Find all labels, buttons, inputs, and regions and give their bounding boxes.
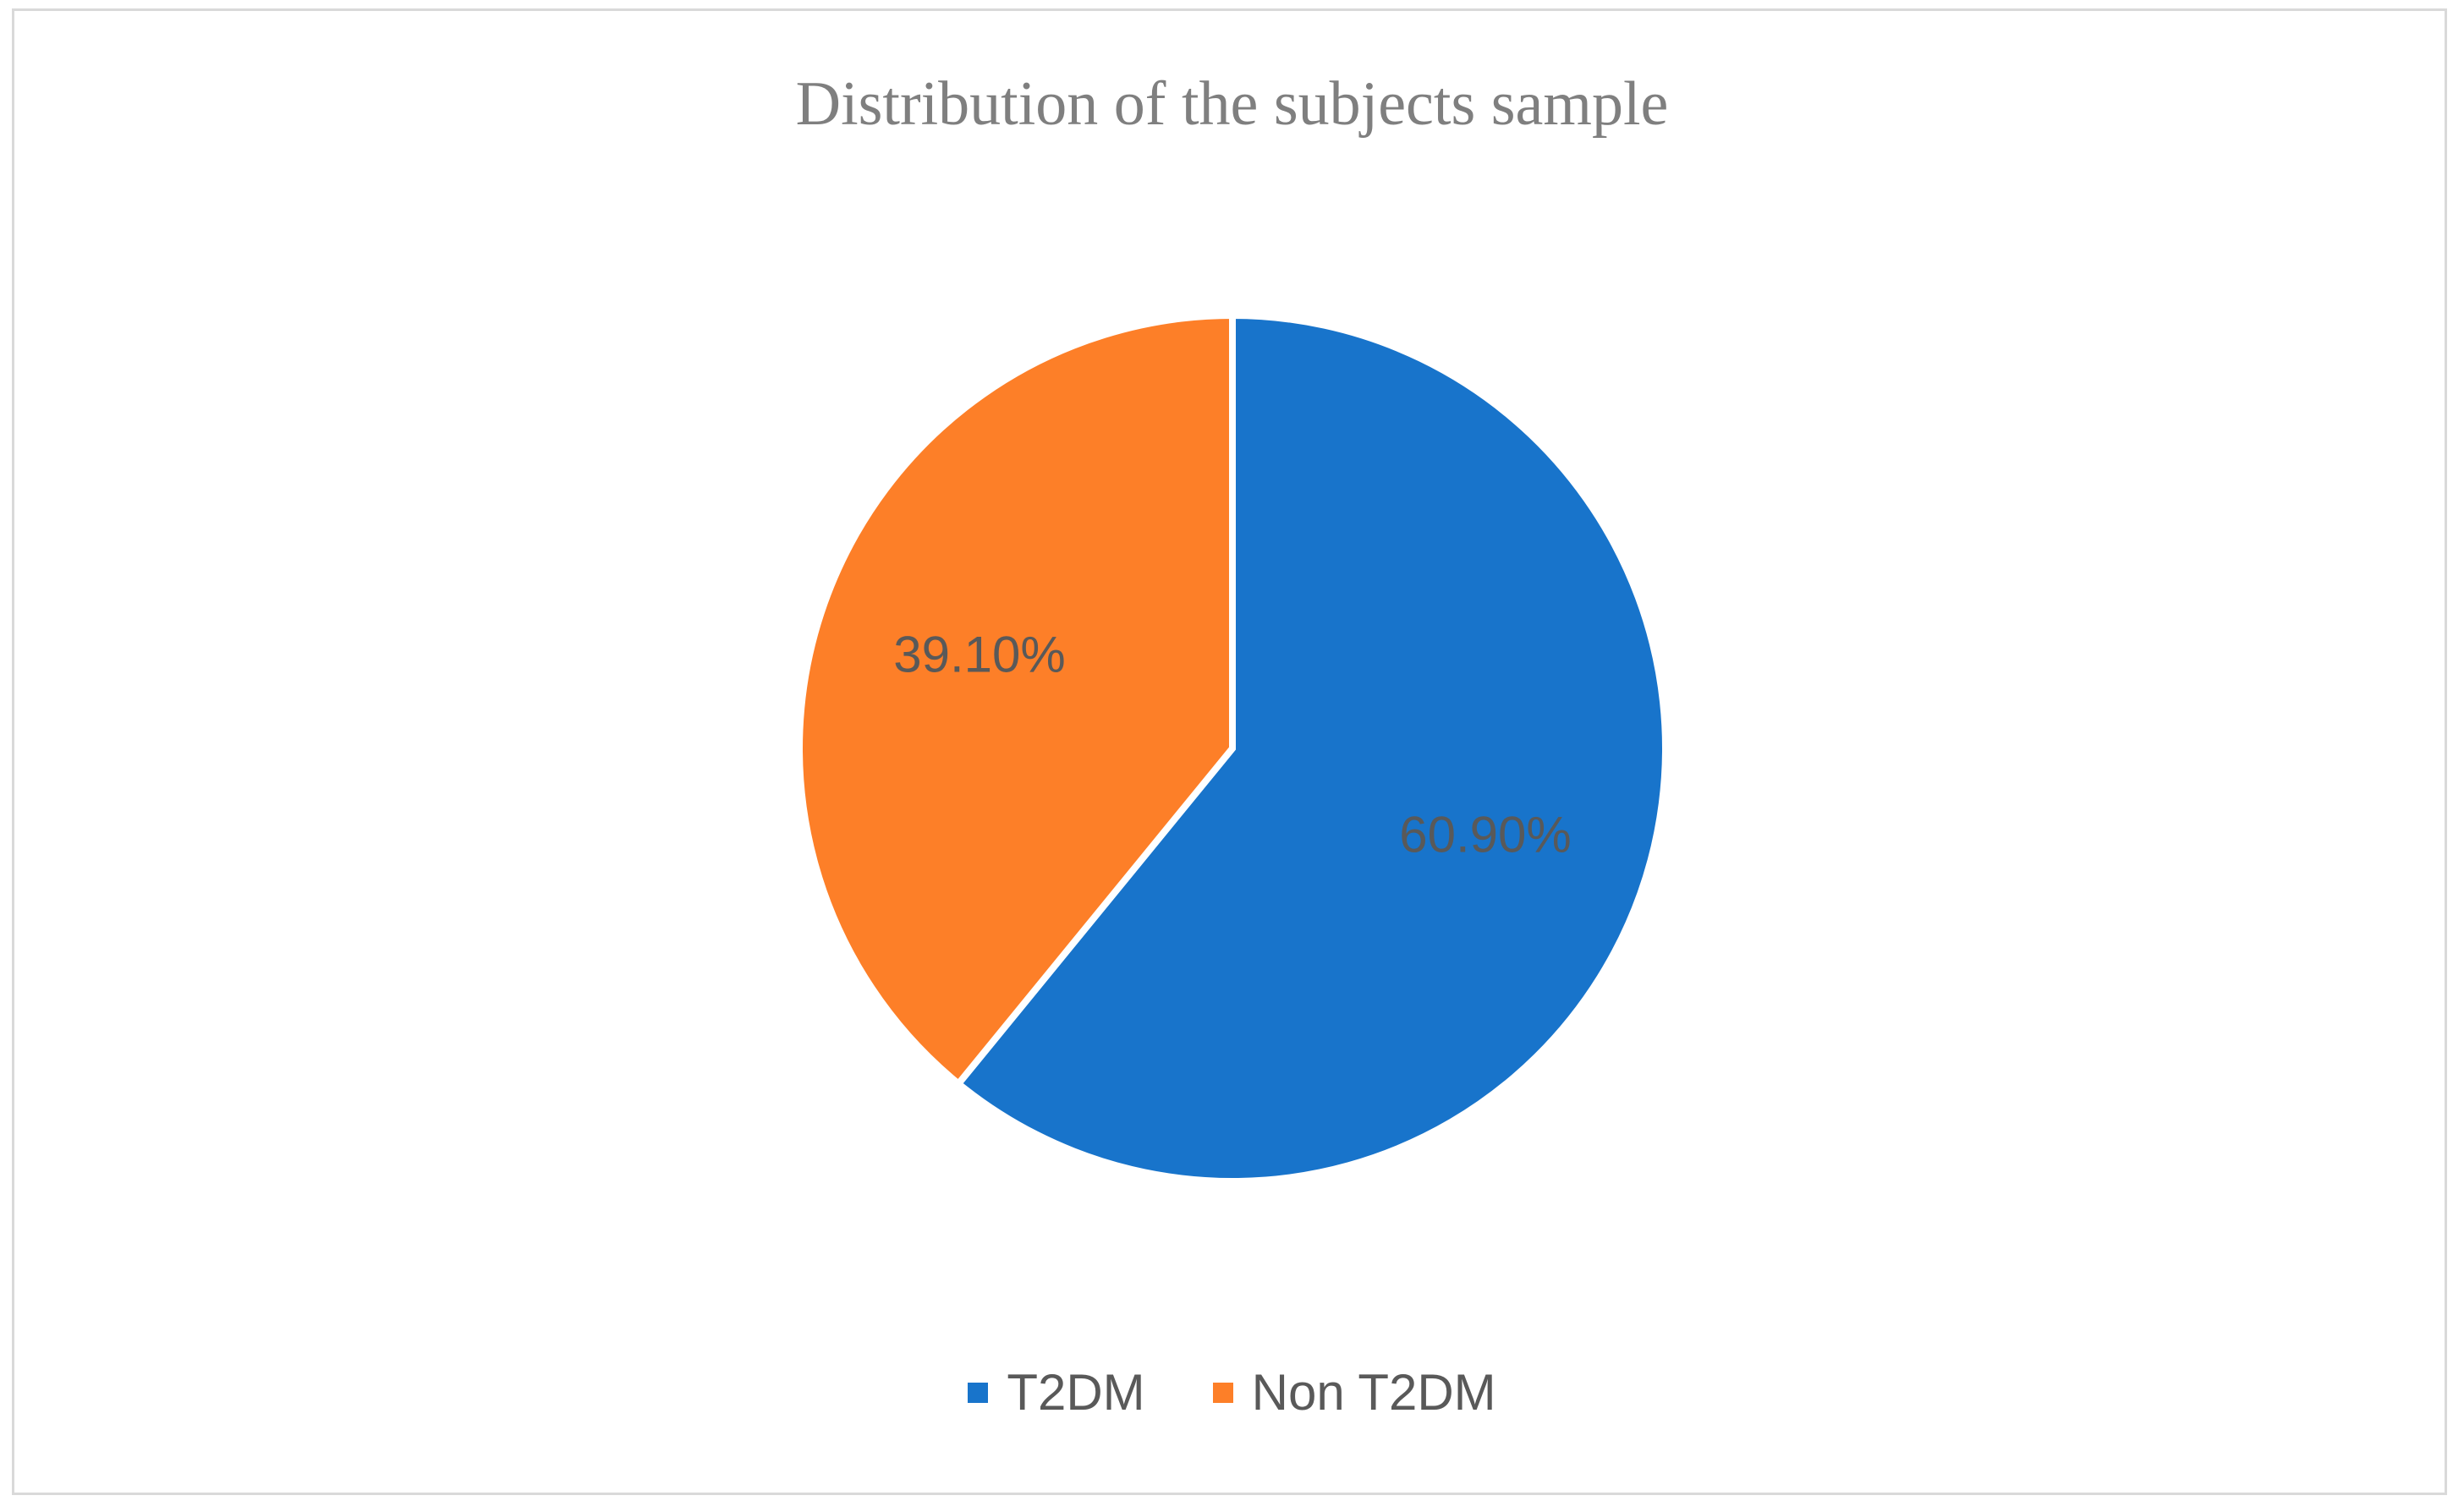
- chart-legend: T2DM Non T2DM: [0, 1363, 2464, 1422]
- data-label-t2dm: 60.90%: [1399, 806, 1572, 863]
- legend-swatch-non-t2dm: [1212, 1382, 1233, 1403]
- chart-title: Distribution of the subjects sample: [795, 69, 1669, 139]
- pie-slice-non-t2dm: [795, 311, 1236, 1089]
- legend-item-t2dm: T2DM: [968, 1363, 1145, 1422]
- pie-slice-t2dm: [953, 311, 1669, 1185]
- data-label-non-t2dm: 39.10%: [893, 626, 1066, 682]
- legend-label-t2dm: T2DM: [1007, 1364, 1145, 1421]
- legend-label-non-t2dm: Non T2DM: [1251, 1364, 1496, 1421]
- legend-swatch-t2dm: [968, 1382, 989, 1403]
- legend-item-non-t2dm: Non T2DM: [1212, 1363, 1496, 1422]
